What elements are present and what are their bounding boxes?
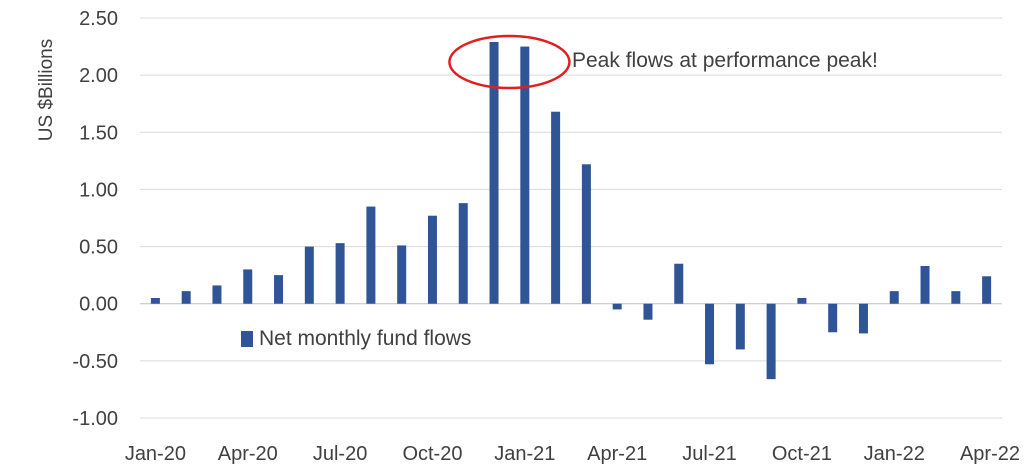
- bar: [705, 303, 715, 365]
- x-tick-label: Jul-21: [682, 443, 736, 465]
- y-tick-label: 2.50: [79, 8, 118, 30]
- bar: [397, 245, 407, 304]
- legend-swatch: [241, 331, 253, 347]
- bar: [212, 285, 222, 304]
- y-tick-label: -1.00: [72, 408, 118, 430]
- y-tick-label: 1.00: [79, 179, 118, 201]
- bar: [335, 243, 345, 304]
- y-tick-label: 0.50: [79, 237, 118, 259]
- legend-label: Net monthly fund flows: [259, 327, 471, 350]
- bars: [150, 42, 992, 380]
- y-tick-label: 0.00: [79, 294, 118, 316]
- bar: [643, 303, 653, 320]
- y-tick-label: -0.50: [72, 351, 118, 373]
- bar: [889, 291, 899, 304]
- bar: [458, 203, 468, 304]
- bar: [551, 111, 561, 304]
- x-tick-label: Oct-21: [772, 443, 832, 465]
- bar: [274, 275, 284, 304]
- x-tick-label: Jul-20: [313, 443, 367, 465]
- bar: [150, 298, 160, 304]
- bar: [489, 42, 499, 304]
- bar: [427, 215, 437, 304]
- y-tick-labels: 2.50 2.00 1.50 1.00 0.50 0.00 -0.50 -1.00: [72, 8, 118, 430]
- y-axis-label: US $Billions: [36, 39, 57, 141]
- bar: [735, 303, 745, 350]
- x-tick-label: Apr-20: [218, 443, 278, 465]
- bar: [243, 269, 253, 304]
- bar: [766, 303, 776, 380]
- annotation-circle: [448, 34, 571, 90]
- x-tick-label: Oct-20: [402, 443, 462, 465]
- bar: [951, 291, 961, 304]
- y-tick-label: 1.50: [79, 122, 118, 144]
- bar: [366, 206, 376, 304]
- bar: [982, 276, 992, 304]
- bar: [581, 164, 591, 304]
- bar: [858, 303, 868, 334]
- bar: [181, 291, 191, 304]
- gridlines: [140, 17, 1002, 419]
- bar: [520, 46, 530, 304]
- bar: [612, 303, 622, 310]
- x-tick-label: Jan-22: [864, 443, 925, 465]
- bar: [797, 298, 807, 304]
- x-tick-label: Apr-21: [587, 443, 647, 465]
- x-tick-labels: Jan-20 Apr-20 Jul-20 Oct-20 Jan-21 Apr-21 Jul-…: [125, 443, 1020, 465]
- bar: [674, 263, 684, 304]
- bar: [828, 303, 838, 333]
- y-tick-label: 2.00: [79, 65, 118, 87]
- x-tick-label: Jan-21: [494, 443, 555, 465]
- bar: [920, 266, 930, 304]
- annotation-text: Peak flows at performance peak!: [572, 49, 878, 72]
- legend: Net monthly fund flows: [241, 327, 471, 350]
- x-tick-label: Jan-20: [125, 443, 186, 465]
- bar: [304, 246, 314, 304]
- x-tick-label: Apr-22: [960, 443, 1020, 465]
